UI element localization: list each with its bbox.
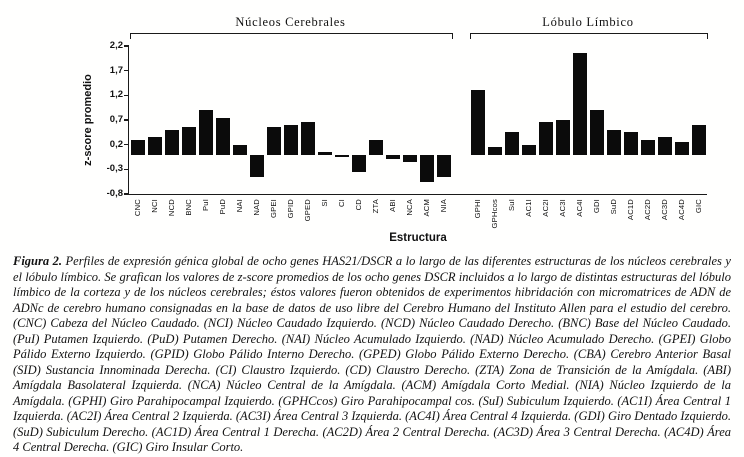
bar-AC3D	[657, 137, 672, 155]
y-tick-label: 1,7	[109, 64, 123, 76]
y-tick-mark	[124, 168, 129, 171]
group-bracket-0	[130, 33, 453, 39]
x-tick-label-AC3I: AC3I	[557, 199, 567, 217]
bar-AC4I	[572, 53, 587, 155]
x-tick-label-AC4I: AC4I	[574, 199, 584, 217]
bar-ABI	[385, 154, 400, 160]
bar-NCA	[402, 154, 417, 162]
figure-caption-text: Perfiles de expresión génica global de o…	[13, 254, 731, 454]
bar-GPHI	[470, 90, 485, 155]
bar-BNC	[181, 127, 196, 155]
bar-AC1D	[623, 132, 638, 155]
x-tick-label-NCD: NCD	[166, 199, 176, 217]
bar-GPHcos	[487, 147, 502, 155]
bar-AC2I	[538, 122, 553, 155]
x-tick-label-PuD: PuD	[217, 199, 227, 215]
bar-GIC	[691, 124, 706, 155]
bar-AC4D	[674, 142, 689, 155]
x-tick-label-NIA: NIA	[438, 199, 448, 213]
bar-AC1I	[521, 144, 536, 155]
y-tick-mark	[124, 45, 129, 47]
x-tick-label-CD: CD	[353, 199, 363, 211]
x-tick-label-ACM: ACM	[421, 199, 431, 217]
x-tick-label-SuI: SuI	[506, 199, 516, 211]
x-tick-label-GPEI: GPEI	[268, 199, 278, 218]
bar-PuI	[198, 110, 213, 155]
x-tick-label-AC1D: AC1D	[625, 199, 635, 221]
group-bracket-1	[470, 33, 708, 39]
bar-AC3I	[555, 120, 570, 155]
bar-CI	[334, 154, 349, 157]
y-tick-label: 0,7	[109, 114, 123, 125]
y-tick-label: -0,3	[106, 163, 123, 175]
x-tick-label-GPID: GPID	[285, 199, 295, 219]
x-tick-label-SuD: SuD	[608, 199, 618, 215]
x-tick-label-AC3D: AC3D	[659, 199, 669, 221]
x-tick-label-GPHI: GPHI	[472, 199, 482, 219]
y-tick-label: 0,2	[109, 138, 123, 150]
x-tick-label-CNC: CNC	[132, 199, 142, 217]
plot-area: z-score promedio Estructura CNC NCI NCD BNC…	[82, 15, 708, 244]
y-tick-label: -0,8	[106, 188, 123, 199]
bar-GDI	[589, 110, 604, 155]
y-tick-mark	[124, 193, 129, 195]
figure-caption-label: Figura 2.	[13, 254, 63, 268]
y-axis-title-text: z-score promedio	[82, 74, 94, 166]
x-axis-title: Estructura	[389, 232, 447, 244]
x-tick-label-AC1I: AC1I	[523, 199, 533, 217]
y-tick-mark	[124, 69, 129, 72]
bar-SI	[317, 152, 332, 155]
bar-SuD	[606, 129, 621, 155]
bar-GPEI	[266, 127, 281, 155]
y-tick-mark	[124, 143, 129, 146]
x-tick-label-GPED: GPED	[302, 199, 312, 222]
bar-CD	[351, 154, 366, 172]
bar-chart: z-score promedio Estructura CNC NCI NCD BNC…	[0, 6, 744, 248]
x-tick-label-GDI: GDI	[591, 199, 601, 214]
bar-GPID	[283, 124, 298, 155]
y-axis-title: z-score promedio	[81, 46, 95, 194]
x-tick-label-ABI: ABI	[387, 199, 397, 212]
x-tick-label-CI: CI	[336, 199, 346, 207]
y-tick-label: 1,2	[109, 89, 123, 101]
group-label-0: Núcleos Cerebrales	[235, 15, 346, 29]
bar-NAD	[249, 154, 264, 177]
y-tick-mark	[124, 94, 129, 97]
x-tick-label-AC2I: AC2I	[540, 199, 550, 217]
figure-caption: Figura 2. Perfiles de expresión génica g…	[13, 254, 731, 456]
x-tick-label-NCA: NCA	[404, 199, 414, 216]
x-tick-label-AC2D: AC2D	[642, 199, 652, 221]
y-tick-mark	[124, 119, 129, 121]
x-tick-label-NAI: NAI	[234, 199, 244, 213]
bar-NIA	[436, 154, 451, 177]
x-tick-label-GPHcos: GPHcos	[489, 199, 499, 229]
bar-NCD	[164, 129, 179, 155]
bar-CNC	[130, 139, 145, 155]
x-tick-label-BNC: BNC	[183, 199, 193, 216]
bar-ACM	[419, 154, 434, 182]
x-tick-label-SI: SI	[319, 199, 329, 207]
x-tick-label-NAD: NAD	[251, 199, 261, 216]
x-tick-label-ZTA: ZTA	[370, 199, 380, 214]
group-label-1: Lóbulo Límbico	[542, 15, 634, 29]
bar-SuI	[504, 132, 519, 155]
bar-PuD	[215, 117, 230, 155]
x-tick-label-AC4D: AC4D	[676, 199, 686, 221]
x-tick-label-PuI: PuI	[200, 199, 210, 211]
bar-NCI	[147, 137, 162, 155]
bar-NAI	[232, 144, 247, 155]
bar-AC2D	[640, 139, 655, 155]
bar-GPED	[300, 122, 315, 155]
x-tick-label-GIC: GIC	[693, 199, 703, 214]
bar-ZTA	[368, 139, 383, 155]
y-tick-label: 2,2	[109, 40, 123, 51]
x-tick-label-NCI: NCI	[149, 199, 159, 213]
